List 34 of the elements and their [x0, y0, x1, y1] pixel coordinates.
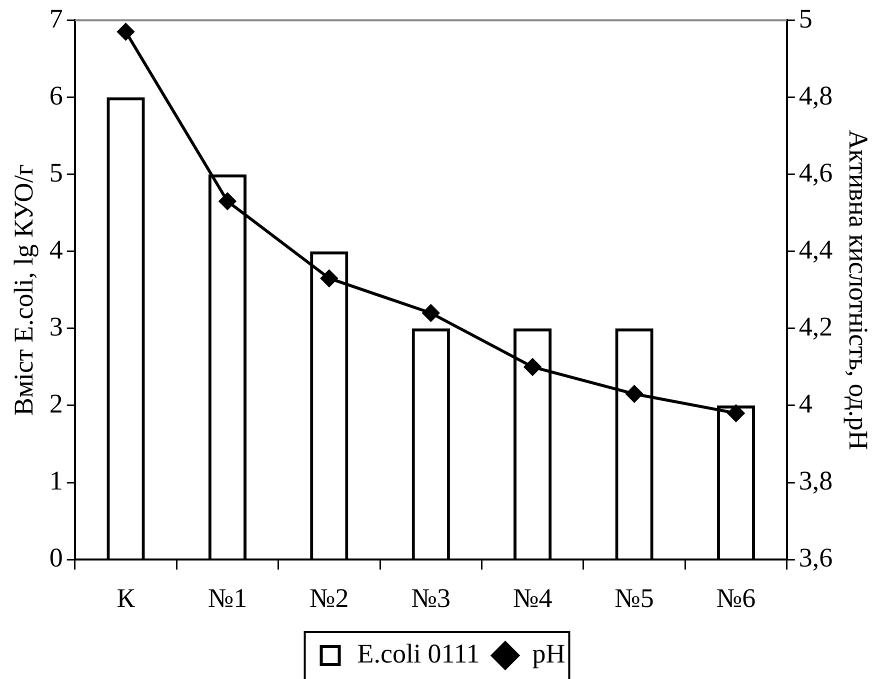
x-tick-label: К [116, 582, 136, 613]
x-tick-label: №1 [208, 582, 248, 613]
point [626, 385, 643, 402]
y-tick-label: 5 [49, 157, 63, 188]
y2-axis-title: Активна кислотність, од.рН [844, 130, 874, 450]
y-tick-label: 7 [49, 3, 63, 34]
x-tick-label: №3 [411, 582, 451, 613]
y2-tick-label: 4,6 [798, 157, 833, 188]
x-tick-label: №6 [716, 582, 756, 613]
y-tick-label: 4 [49, 234, 64, 264]
y-tick-label: 2 [49, 388, 63, 419]
x-tick-label: №2 [310, 582, 349, 613]
point [422, 304, 440, 322]
y2-tick-label: 3,6 [798, 542, 833, 573]
y-tick-label: 3 [49, 312, 63, 342]
y-tick-label: 6 [49, 80, 63, 110]
point [117, 23, 134, 40]
x-tick-label: №5 [614, 582, 654, 613]
y2-tick-label: 4,8 [798, 80, 833, 110]
point [320, 270, 338, 287]
point [727, 404, 744, 422]
x-tick-label: №4 [512, 582, 553, 613]
legend-label: pH [532, 638, 566, 669]
point [218, 192, 236, 210]
y-tick-label: 0 [49, 542, 63, 573]
y2-tick-label: 4 [798, 388, 813, 419]
y2-tick-label: 5 [798, 3, 812, 34]
y-tick-label: 1 [49, 466, 63, 496]
point [524, 358, 542, 376]
y-axis-title: Вміст E.coli, lg КУО/г [8, 164, 38, 416]
y2-tick-label: 4,2 [798, 312, 833, 342]
legend-label: E.coli 0111 [357, 638, 480, 669]
y2-tick-label: 3,8 [798, 466, 833, 496]
y2-tick-label: 4,4 [798, 234, 834, 264]
